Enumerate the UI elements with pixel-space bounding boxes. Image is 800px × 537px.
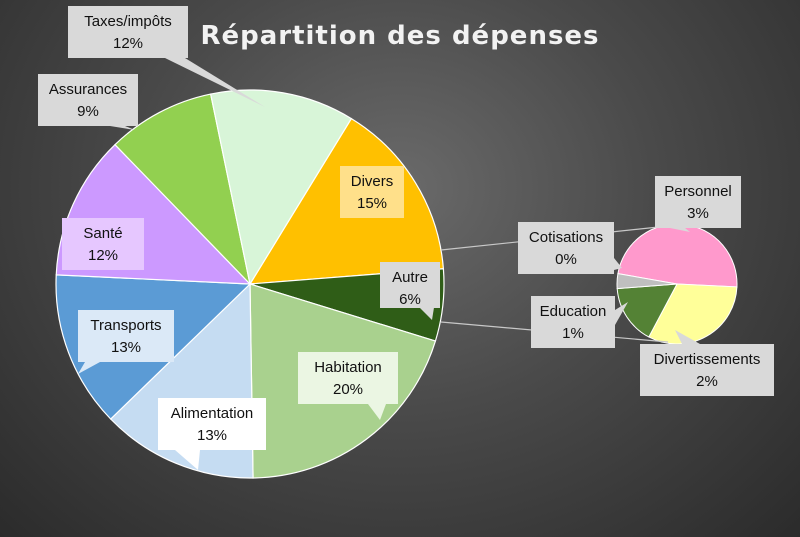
label-box — [158, 398, 266, 450]
label-box — [78, 310, 174, 362]
label-percent: 13% — [197, 427, 227, 444]
label-education: Education 1% — [531, 296, 628, 348]
label-personnel: Personnel 3% — [655, 176, 741, 232]
slice-education — [616, 283, 678, 338]
label-category: Transports — [90, 317, 161, 334]
label-pointer — [615, 302, 628, 325]
label-percent: 2% — [696, 373, 718, 390]
label-pointer — [675, 330, 700, 344]
slice-taxes-impots — [209, 89, 353, 286]
label-cotisations: Cotisations 0% — [518, 222, 622, 274]
label-pointer — [110, 126, 135, 130]
label-habitation: Habitation 20% — [298, 352, 398, 420]
label-box — [68, 6, 188, 58]
label-category: Personnel — [664, 183, 732, 200]
label-category: Santé — [83, 225, 122, 242]
label-box — [531, 296, 615, 348]
label-category: Divers — [351, 173, 394, 190]
label-box — [62, 218, 144, 270]
label-percent: 6% — [399, 291, 421, 308]
label-box — [298, 352, 398, 404]
label-divers: Divers 15% — [340, 166, 404, 218]
slice-assurances — [114, 93, 252, 286]
label-percent: 20% — [333, 381, 363, 398]
label-transports: Transports 13% — [78, 310, 174, 374]
label-sante: Santé 12% — [62, 218, 144, 270]
label-box — [518, 222, 614, 274]
label-pointer — [175, 450, 200, 470]
label-category: Divertissements — [654, 351, 761, 368]
chart-title: Répartition des dépenses — [200, 21, 599, 51]
label-box — [340, 166, 404, 218]
label-category: Taxes/impôts — [84, 13, 172, 30]
label-percent: 0% — [555, 251, 577, 268]
secondary-pie — [616, 223, 738, 345]
label-pointer — [670, 228, 690, 232]
label-pointer — [368, 404, 386, 420]
label-percent: 12% — [88, 247, 118, 264]
label-pointer — [78, 362, 100, 374]
label-category: Assurances — [49, 81, 127, 98]
label-divertissements: Divertissements 2% — [640, 330, 774, 396]
label-box — [38, 74, 138, 126]
label-pointer — [614, 258, 622, 270]
label-box — [640, 344, 774, 396]
label-category: Cotisations — [529, 229, 603, 246]
label-percent: 9% — [77, 103, 99, 120]
label-taxes-impots: Taxes/impôts 12% — [68, 6, 265, 107]
label-category: Alimentation — [171, 405, 254, 422]
slice-cotisations — [616, 273, 678, 290]
label-category: Habitation — [314, 359, 382, 376]
label-percent: 1% — [562, 325, 584, 342]
label-box — [655, 176, 741, 228]
label-alimentation: Alimentation 13% — [158, 398, 266, 470]
label-category: Education — [540, 303, 607, 320]
label-box — [380, 262, 440, 308]
label-pointer — [165, 58, 265, 107]
label-percent: 12% — [113, 35, 143, 52]
data-labels: Divers 15% Autre 6% Habitation 20% Alimentatio… — [38, 6, 774, 470]
label-percent: 15% — [357, 195, 387, 212]
label-percent: 3% — [687, 205, 709, 222]
label-autre: Autre 6% — [380, 262, 440, 320]
label-category: Autre — [392, 269, 428, 286]
label-assurances: Assurances 9% — [38, 74, 138, 130]
label-percent: 13% — [111, 339, 141, 356]
